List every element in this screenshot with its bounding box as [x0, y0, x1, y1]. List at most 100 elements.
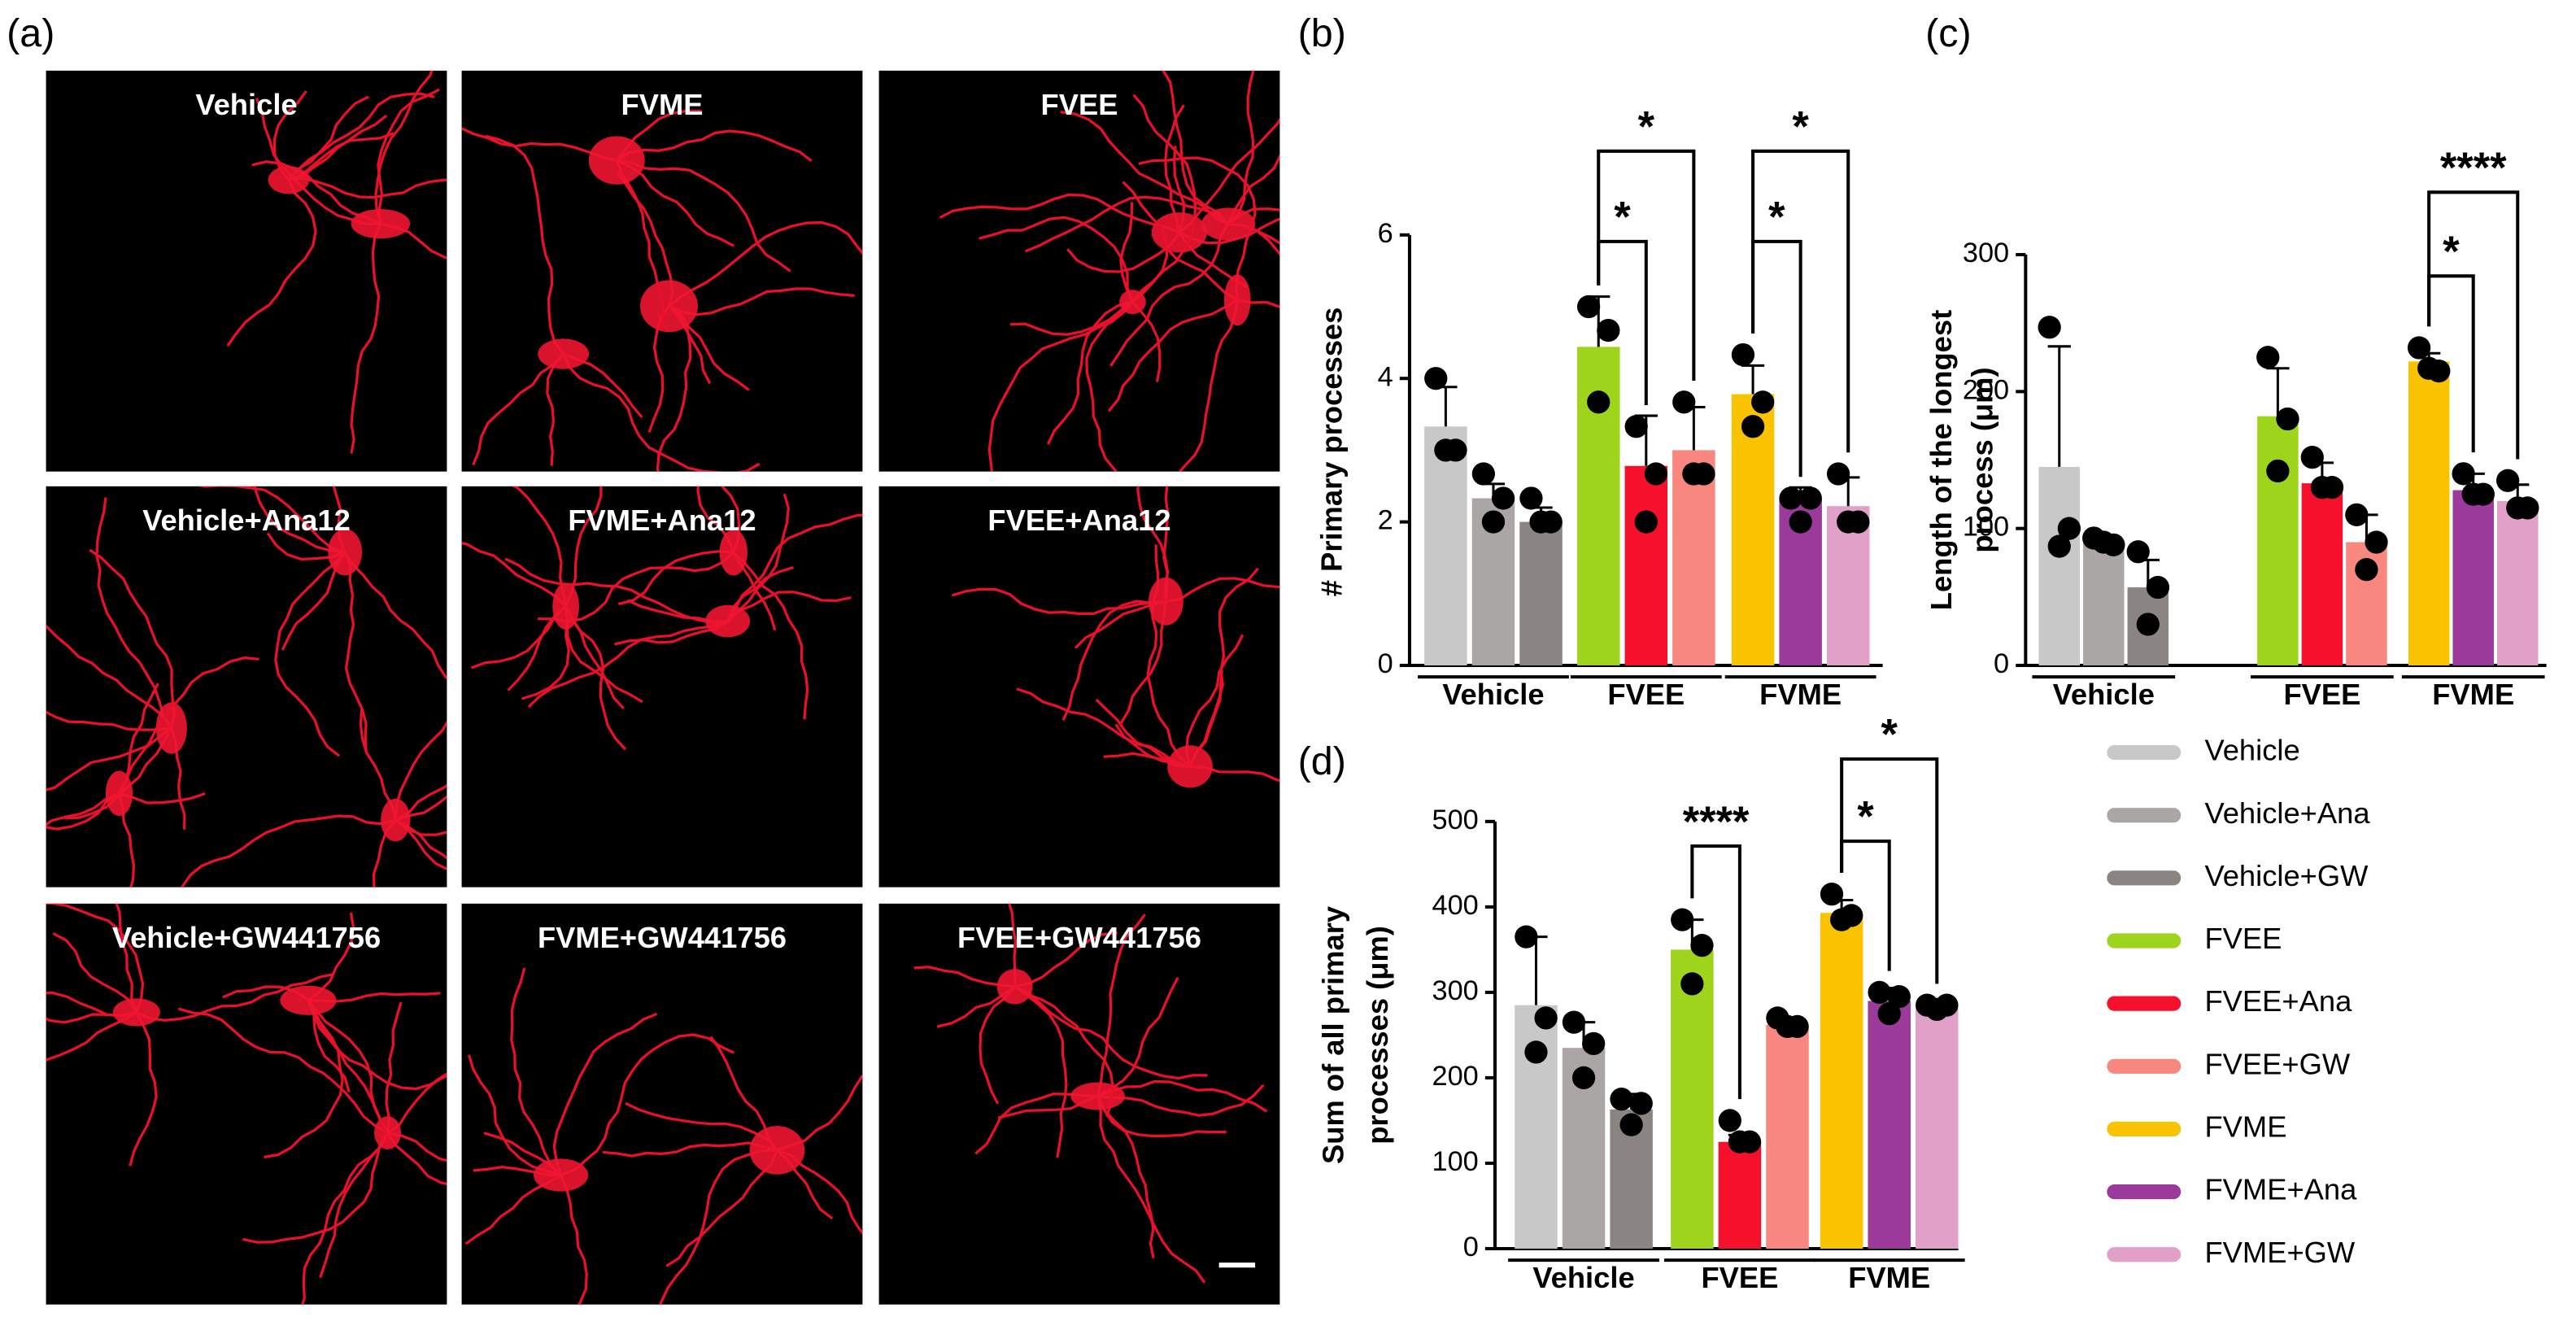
neurite	[461, 542, 567, 608]
legend-label: FVME+Ana	[2204, 1173, 2357, 1206]
micrograph: FVME+GW441756	[461, 903, 863, 1305]
data-point	[1619, 1113, 1643, 1136]
image-label: FVEE	[1041, 88, 1118, 121]
y-tick-label: 300	[1963, 238, 2009, 268]
soma	[381, 798, 411, 842]
soma	[374, 1116, 402, 1150]
bar	[1519, 521, 1563, 665]
data-point	[1830, 908, 1854, 931]
group-label: FVME	[1848, 1261, 1930, 1294]
soma	[1119, 290, 1146, 315]
neurite	[939, 193, 1180, 234]
neurite	[46, 1010, 137, 1062]
neurite	[1060, 111, 1229, 226]
neurite	[1227, 207, 1280, 225]
data-point	[2345, 503, 2369, 526]
bar	[2497, 501, 2539, 665]
neurite	[617, 550, 734, 606]
neurite	[1046, 300, 1133, 445]
neurite	[343, 551, 447, 680]
data-point	[1887, 985, 1911, 1009]
data-point	[1798, 486, 1822, 510]
neurite	[1190, 765, 1280, 783]
data-point	[2092, 530, 2116, 554]
neurite	[461, 127, 617, 162]
neurite	[288, 132, 394, 181]
y-tick-label: 100	[1432, 1146, 1479, 1177]
neurite	[1097, 1084, 1265, 1117]
neurite	[119, 792, 206, 805]
data-point	[1690, 934, 1714, 957]
data-point	[1820, 882, 1844, 906]
bar	[1766, 1024, 1809, 1249]
group-label: Vehicle	[2053, 678, 2155, 711]
image-label: FVEE+GW441756	[957, 921, 1201, 954]
bar	[1820, 913, 1863, 1249]
neurite	[274, 551, 347, 757]
data-point	[2256, 346, 2280, 369]
neurite	[952, 587, 1166, 615]
legend-label: FVEE	[2204, 922, 2282, 955]
data-point	[2452, 462, 2475, 486]
micrograph: Vehicle+GW441756	[46, 903, 447, 1305]
bar	[1718, 1141, 1762, 1249]
y-tick-label: 500	[1432, 805, 1479, 835]
neurite	[472, 352, 564, 466]
neurite	[129, 1011, 158, 1167]
neurite	[511, 486, 568, 607]
data-point	[1671, 908, 1694, 931]
neurons	[913, 903, 1268, 1284]
data-point	[1877, 1002, 1901, 1026]
neurite	[386, 1072, 447, 1134]
y-tick-label: 100	[1963, 512, 2009, 543]
micrograph: Vehicle	[46, 70, 447, 472]
neurite	[117, 792, 136, 887]
neurite	[616, 129, 813, 163]
neurite	[288, 177, 447, 199]
neurite	[979, 985, 1016, 1105]
significance-bracket	[1690, 844, 1741, 1100]
neurite	[562, 353, 761, 472]
neurite	[470, 605, 567, 669]
soma	[538, 338, 590, 369]
soma	[280, 985, 337, 1015]
bar	[2301, 483, 2343, 665]
data-point	[1826, 462, 1850, 486]
data-point	[2038, 316, 2061, 339]
group-label: FVEE	[2283, 678, 2360, 711]
bar	[2083, 542, 2125, 665]
soma	[105, 770, 133, 817]
bar	[2038, 466, 2081, 665]
soma	[749, 1126, 805, 1175]
neurite	[1227, 154, 1280, 225]
y-tick-label: 0	[1994, 648, 2009, 679]
data-point	[1868, 980, 1891, 1005]
neurite	[1185, 634, 1244, 767]
neurite	[776, 1149, 863, 1235]
significance-label: ****	[2440, 144, 2507, 192]
significance-bracket	[1751, 149, 1850, 453]
legend-label: Vehicle	[2204, 734, 2299, 767]
data-point	[2126, 540, 2150, 564]
data-point	[1644, 462, 1668, 486]
image-background	[461, 486, 863, 887]
bar	[1916, 1007, 1959, 1249]
image-background	[878, 70, 1280, 472]
bar	[1672, 450, 1715, 665]
data-point	[1680, 972, 1704, 996]
legend-label: FVME+GW	[2204, 1236, 2355, 1269]
neurite	[668, 287, 855, 316]
y-axis-label: Length of the longest	[1924, 310, 1958, 610]
y-tick-label: 0	[1378, 648, 1393, 679]
bar	[1671, 949, 1714, 1249]
neurite	[287, 92, 435, 181]
soma	[719, 529, 748, 576]
data-point	[1837, 510, 1860, 534]
group-label: FVME	[1759, 678, 1842, 711]
group-label: FVEE	[1607, 678, 1685, 711]
soma	[1148, 577, 1183, 626]
soma	[1167, 745, 1213, 788]
group-label: Vehicle	[1532, 1261, 1634, 1294]
y-tick-label: 200	[1432, 1061, 1479, 1092]
neurite	[394, 818, 447, 836]
